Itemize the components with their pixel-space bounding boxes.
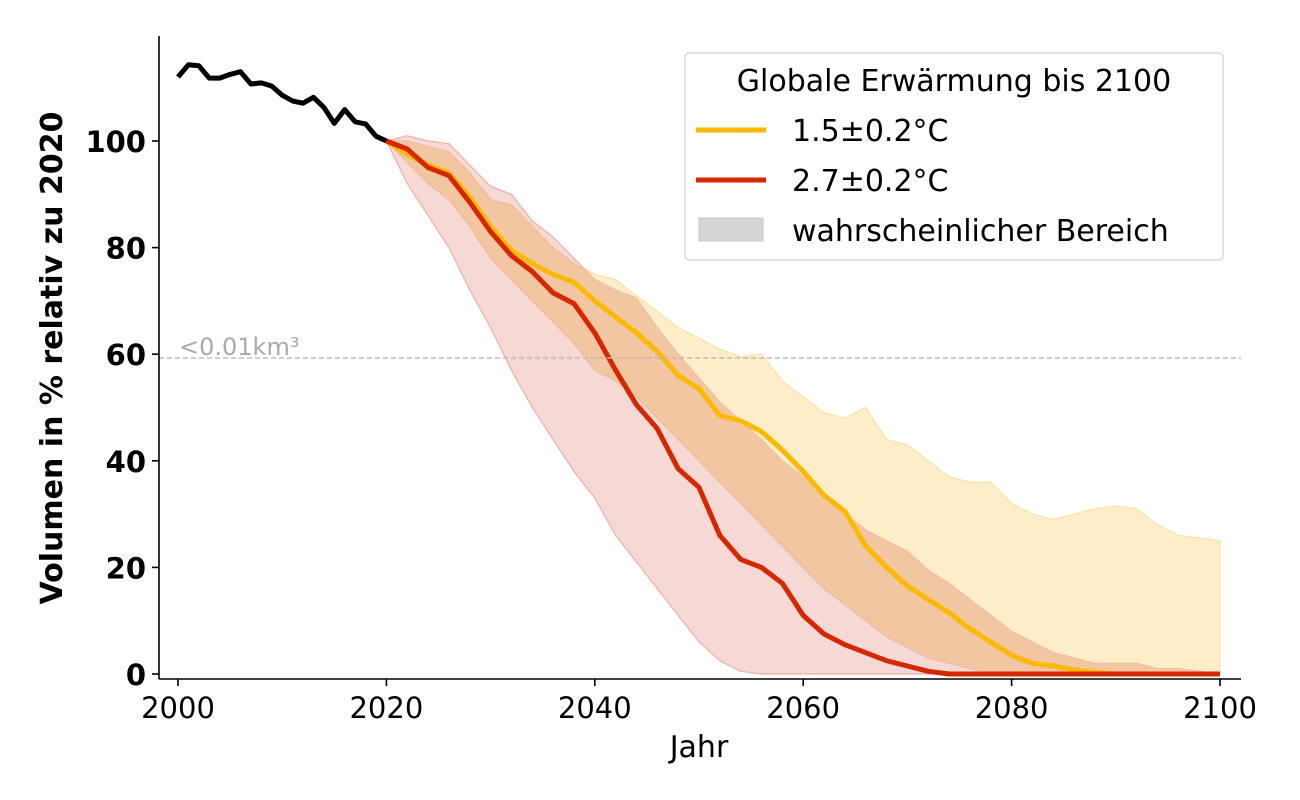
series-line-historical xyxy=(176,62,388,144)
x-ticks: 2000 2020 2040 2060 2080 2100 xyxy=(141,679,1257,725)
y-tick-label: 80 xyxy=(106,232,146,266)
series-line-2-7 xyxy=(385,138,1220,677)
x-tick-label: 2020 xyxy=(349,691,423,725)
x-tick-label: 2060 xyxy=(766,691,840,725)
legend-label-2-7: 2.7±0.2°C xyxy=(792,164,949,199)
legend-label-range: wahrscheinlicher Bereich xyxy=(792,214,1169,249)
y-axis-title: Volumen in % relativ zu 2020 xyxy=(35,112,70,605)
legend-title: Globale Erwärmung bis 2100 xyxy=(737,64,1171,99)
x-tick-label: 2000 xyxy=(141,691,215,725)
legend: Globale Erwärmung bis 2100 1.5±0.2°C 2.7… xyxy=(684,52,1224,261)
legend-swatch-range xyxy=(698,217,764,242)
x-tick-label: 2040 xyxy=(558,691,632,725)
legend-frame xyxy=(684,52,1224,261)
y-tick-label: 100 xyxy=(85,125,146,159)
y-tick-label: 20 xyxy=(106,551,146,585)
y-ticks: 0 20 40 60 80 100 xyxy=(85,125,159,692)
x-axis-title: Jahr xyxy=(668,730,729,765)
bands-layer xyxy=(384,135,1221,675)
x-tick-label: 2080 xyxy=(975,691,1049,725)
series-line-1-5 xyxy=(385,138,1220,677)
legend-label-1-5: 1.5±0.2°C xyxy=(792,114,949,149)
y-tick-label: 60 xyxy=(106,338,146,372)
x-tick-label: 2100 xyxy=(1183,691,1257,725)
y-tick-label: 0 xyxy=(126,658,146,692)
lines-layer xyxy=(176,62,1220,677)
threshold-annotation: <0.01km³ xyxy=(179,333,299,361)
y-tick-label: 40 xyxy=(106,445,146,479)
